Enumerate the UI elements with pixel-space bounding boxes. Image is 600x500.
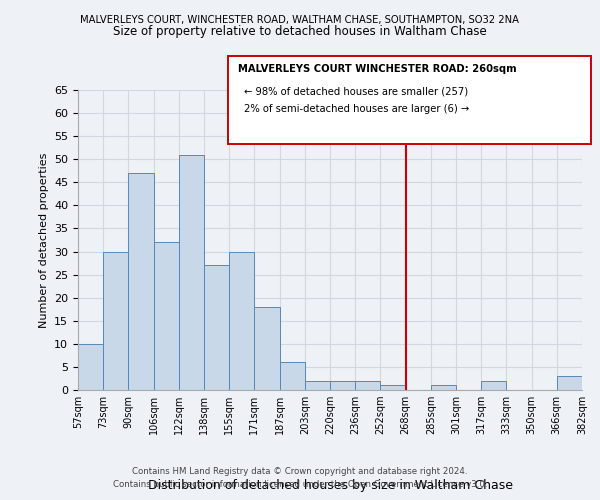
Bar [280,362,305,390]
Bar [78,344,103,390]
X-axis label: Distribution of detached houses by size in Waltham Chase: Distribution of detached houses by size … [148,479,512,492]
Bar [103,252,128,390]
Bar [355,381,380,390]
Bar [481,381,506,390]
Bar [154,242,179,390]
Bar [179,154,204,390]
Text: 2% of semi-detached houses are larger (6) →: 2% of semi-detached houses are larger (6… [244,104,469,115]
Text: Contains public sector information licensed under the Open Government Licence v3: Contains public sector information licen… [113,480,487,489]
Bar [254,307,280,390]
Bar [204,266,229,390]
Text: ← 98% of detached houses are smaller (257): ← 98% of detached houses are smaller (25… [244,86,469,96]
Bar [330,381,355,390]
Text: Contains HM Land Registry data © Crown copyright and database right 2024.: Contains HM Land Registry data © Crown c… [132,467,468,476]
Y-axis label: Number of detached properties: Number of detached properties [38,152,49,328]
Text: Size of property relative to detached houses in Waltham Chase: Size of property relative to detached ho… [113,25,487,38]
Bar [431,386,456,390]
Bar [557,376,582,390]
Bar [128,173,154,390]
Bar [305,381,330,390]
Text: MALVERLEYS COURT WINCHESTER ROAD: 260sqm: MALVERLEYS COURT WINCHESTER ROAD: 260sqm [238,64,517,74]
Bar [229,252,254,390]
Bar [380,386,406,390]
Text: MALVERLEYS COURT, WINCHESTER ROAD, WALTHAM CHASE, SOUTHAMPTON, SO32 2NA: MALVERLEYS COURT, WINCHESTER ROAD, WALTH… [80,15,520,25]
